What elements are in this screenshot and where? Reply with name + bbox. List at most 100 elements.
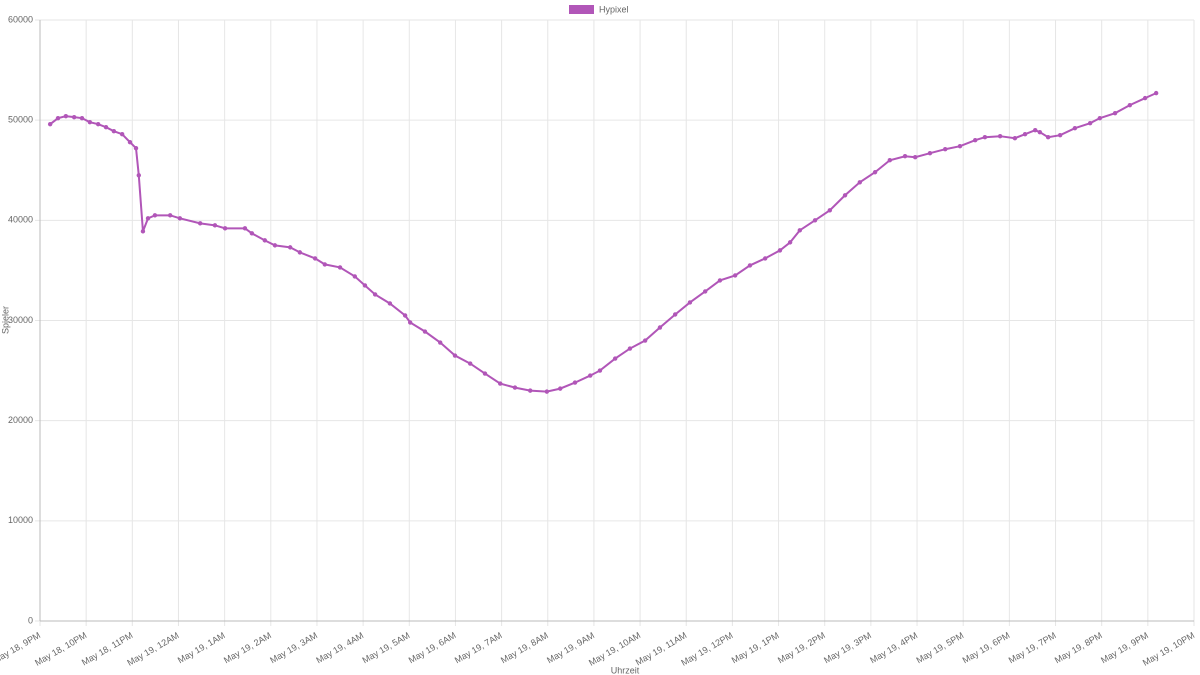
data-point [222,226,228,231]
data-point [87,119,93,125]
data-point [79,115,85,121]
data-point [103,124,109,130]
data-point [55,115,61,121]
data-point [1142,95,1148,101]
x-tick-label: May 19, 7AM [453,630,504,665]
data-point [242,226,248,231]
data-point [912,155,918,160]
data-point [287,245,293,250]
y-axis-title: Spieler [0,306,10,334]
data-point [1012,135,1018,141]
data-point [438,340,443,345]
data-point [717,278,723,283]
y-tick-label: 20000 [8,415,33,425]
data-point [777,248,783,253]
data-point [1072,125,1078,131]
data-point [408,320,413,325]
data-point [1022,131,1028,137]
data-point [747,263,753,268]
x-tick-label: May 19, 8AM [499,630,550,665]
data-point [982,134,988,140]
x-axis-title: Uhrzeit [611,665,640,675]
data-point [702,289,708,294]
data-point [927,151,933,156]
x-tick-label: May 19, 6PM [961,630,1012,665]
data-point [498,381,503,386]
y-tick-label: 50000 [8,115,33,125]
x-tick-label: May 19, 1AM [176,630,227,665]
data-point [1057,132,1063,138]
data-point [1037,129,1043,135]
data-point [762,256,768,261]
data-point [212,223,218,228]
data-point [787,240,793,245]
data-point [111,128,117,134]
data-point [337,265,343,270]
data-point [558,386,563,391]
data-point [452,353,458,358]
data-point [997,133,1003,139]
data-point [597,368,603,373]
data-point [1097,115,1103,121]
data-point [687,300,693,305]
data-point [942,147,948,152]
x-tick-label: May 19, 2AM [222,630,273,665]
y-tick-label: 30000 [8,315,33,325]
data-point [152,213,158,218]
data-point [1112,110,1118,116]
data-point [133,146,139,151]
data-point [47,121,53,127]
x-tick-label: May 19, 3AM [268,630,319,665]
data-point [842,193,848,198]
data-point [973,138,978,143]
x-tick-label: May 19, 5AM [361,630,412,665]
y-tick-label: 0 [28,615,33,625]
data-point [1033,127,1038,133]
data-point [402,313,408,318]
data-point [528,388,533,393]
data-point [1087,120,1093,126]
data-point [887,158,893,163]
data-point [322,262,328,267]
data-point [352,274,358,279]
data-point [612,356,618,361]
x-tick-label: May 19, 5PM [914,630,965,665]
data-point [572,380,578,385]
x-tick-label: May 19, 4PM [868,630,919,665]
data-point [812,218,818,223]
series-line [49,92,1157,393]
data-point [857,180,863,185]
data-point [627,346,633,351]
data-point [588,373,593,378]
data-point [136,173,141,178]
data-point [482,371,488,376]
data-point [732,273,738,278]
data-point [140,229,146,234]
data-point [272,243,278,248]
data-point [642,338,648,343]
x-tick-label: May 19, 8PM [1053,630,1104,665]
x-tick-label: May 19, 1PM [730,630,781,665]
data-point [145,216,151,221]
data-point [297,250,303,255]
data-point [197,221,203,226]
data-point [387,301,393,306]
data-point [957,144,963,149]
x-tick-label: May 18, 10PM [33,630,88,668]
y-tick-label: 40000 [8,215,33,225]
data-point [872,170,878,175]
data-point [119,131,125,137]
data-point [362,283,368,288]
data-point [95,121,101,127]
y-tick-label: 10000 [8,515,33,525]
data-point [468,361,473,366]
data-point [657,325,663,330]
data-point [249,231,255,236]
x-tick-label: May 19, 2PM [776,630,827,665]
x-tick-label: May 19, 4AM [314,630,365,665]
x-tick-label: May 19, 3PM [822,630,873,665]
data-point [827,208,832,213]
legend-swatch [569,5,594,14]
data-point [422,329,428,334]
